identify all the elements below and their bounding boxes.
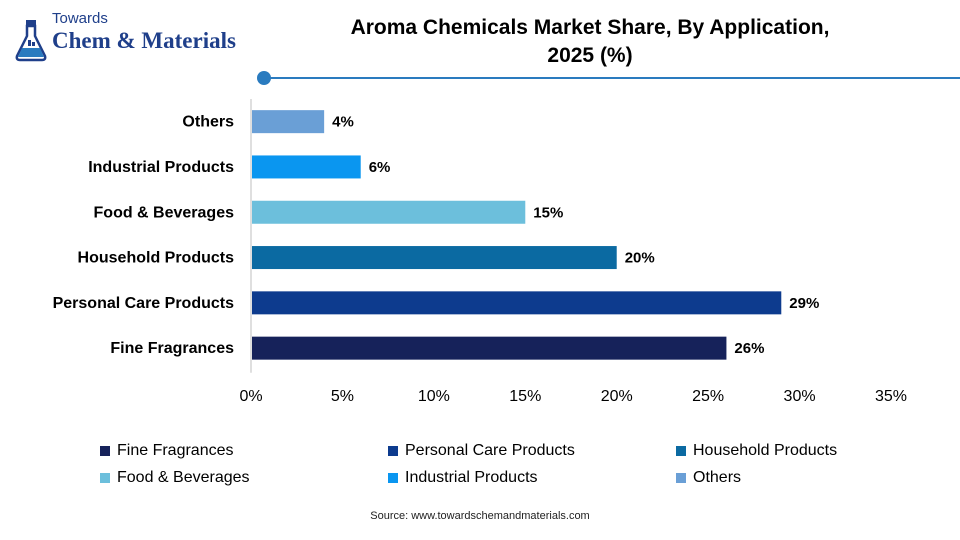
bar — [252, 291, 782, 315]
logo-text-main: Chem & Materials — [52, 28, 236, 53]
legend-swatch — [676, 473, 686, 483]
legend-label: Personal Care Products — [405, 442, 575, 459]
legend-swatch — [388, 473, 398, 483]
data-label: 29% — [789, 295, 819, 312]
legend-item: Industrial Products — [388, 469, 538, 487]
legend-item: Others — [676, 469, 741, 487]
x-tick-label: 10% — [418, 388, 450, 405]
legend-label: Industrial Products — [405, 469, 538, 486]
category-label: Others — [182, 114, 234, 131]
source-note: Source: www.towardschemandmaterials.com — [370, 510, 590, 522]
logo-text-top: Towards — [52, 10, 108, 27]
category-label: Personal Care Products — [53, 295, 235, 312]
legend-item: Household Products — [676, 442, 837, 460]
legend-swatch — [388, 446, 398, 456]
data-label: 26% — [734, 340, 764, 357]
bar-chart: Others 4% Industrial Products 6% Food & Beve… — [53, 99, 907, 405]
legend-item: Food & Beverages — [100, 469, 250, 487]
x-tick-label: 5% — [331, 388, 354, 405]
legend-swatch — [100, 446, 110, 456]
category-label: Household Products — [78, 250, 235, 267]
x-tick-label: 20% — [601, 388, 633, 405]
chart-title: Aroma Chemicals Market Share, By Applica… — [300, 14, 880, 70]
x-tick-label: 35% — [875, 388, 907, 405]
legend-label: Others — [693, 469, 742, 486]
legend-label: Food & Beverages — [117, 469, 250, 486]
brand-logo: Towards Chem & Materials — [14, 8, 254, 64]
bar — [252, 246, 617, 270]
x-tick-label: 25% — [692, 388, 724, 405]
category-label: Industrial Products — [88, 159, 234, 176]
data-label: 20% — [625, 250, 655, 267]
category-label: Food & Beverages — [94, 204, 235, 221]
chart-legend: Fine Fragrances Personal Care Products Hou… — [0, 438, 960, 498]
x-tick-label: 0% — [239, 388, 262, 405]
legend-item: Personal Care Products — [388, 442, 575, 460]
flask-icon — [15, 20, 47, 62]
bar — [252, 110, 325, 134]
bar — [252, 155, 361, 179]
chart-title-line-2: 2025 (%) — [547, 44, 633, 67]
title-divider — [264, 77, 960, 79]
legend-item: Fine Fragrances — [100, 442, 234, 460]
chart-title-line-1: Aroma Chemicals Market Share, By Applica… — [350, 16, 830, 39]
legend-label: Household Products — [693, 442, 838, 459]
x-tick-label: 30% — [784, 388, 816, 405]
legend-label: Fine Fragrances — [117, 442, 234, 459]
category-label: Fine Fragrances — [110, 340, 234, 357]
data-label: 4% — [332, 114, 354, 131]
data-label: 6% — [369, 159, 391, 176]
bar — [252, 200, 526, 224]
legend-swatch — [100, 473, 110, 483]
x-tick-label: 15% — [509, 388, 541, 405]
bar — [252, 336, 727, 360]
data-label: 15% — [533, 204, 563, 221]
legend-swatch — [676, 446, 686, 456]
